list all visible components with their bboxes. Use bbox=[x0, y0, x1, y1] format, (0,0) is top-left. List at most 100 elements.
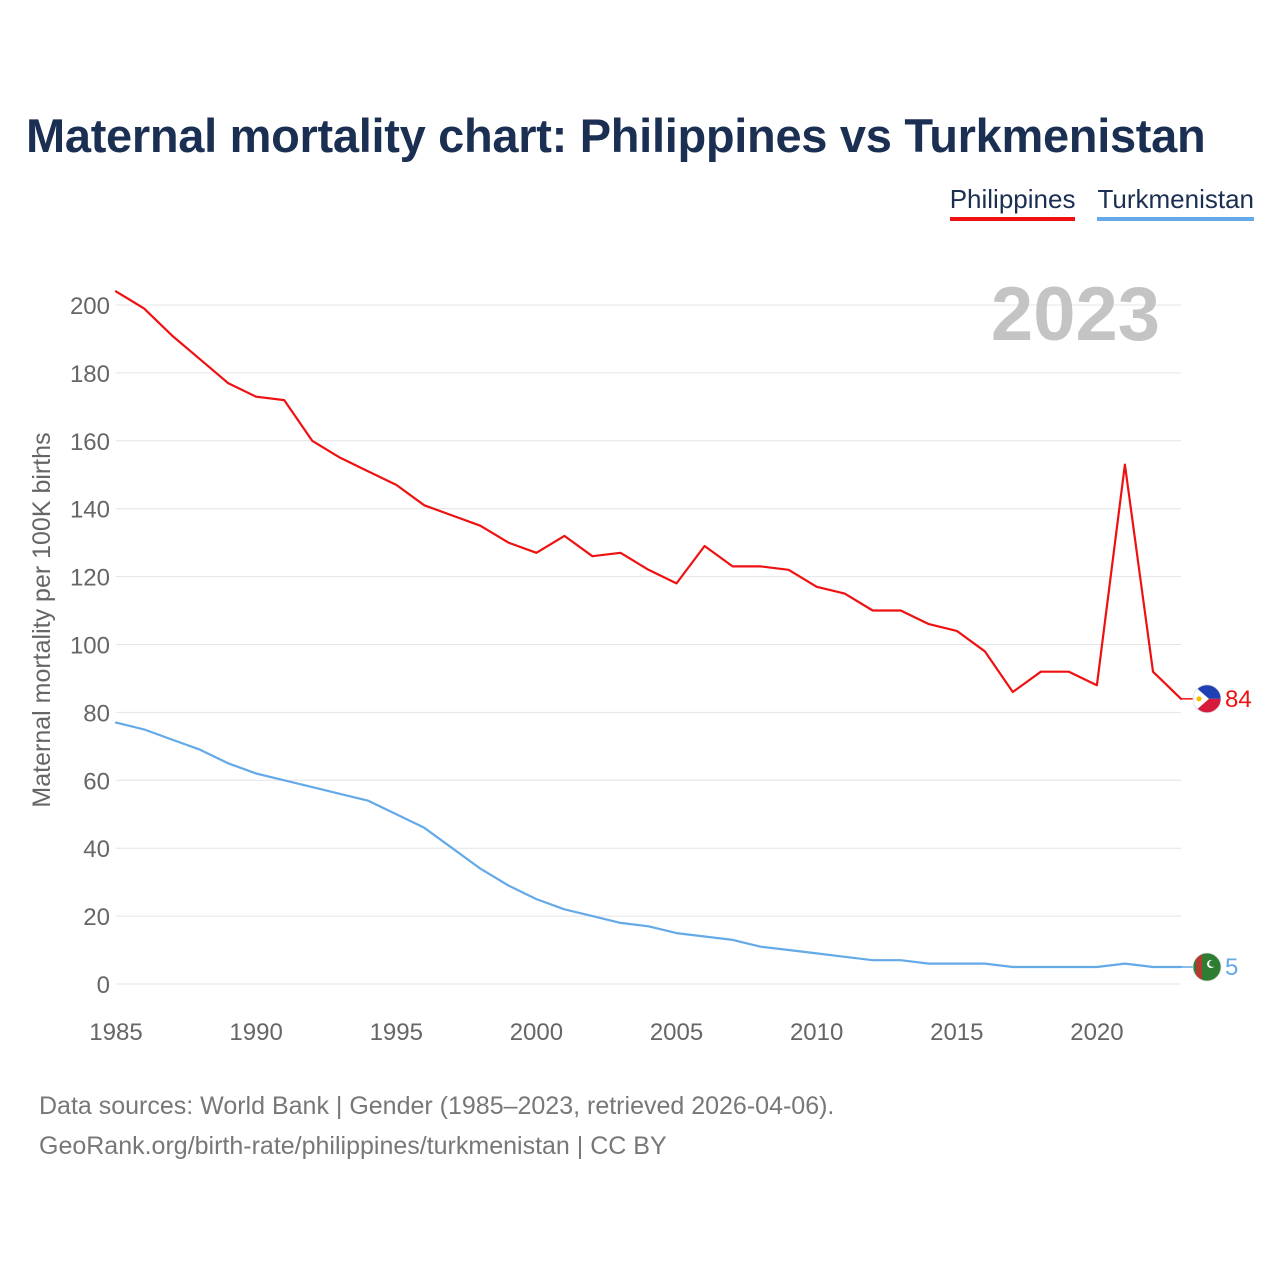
x-tick-label-2015: 2015 bbox=[930, 1019, 983, 1046]
data-point-philippines-1996[interactable] bbox=[421, 502, 427, 508]
data-point-turkmenistan-1988[interactable] bbox=[197, 747, 203, 753]
data-point-philippines-2001[interactable] bbox=[561, 533, 567, 539]
y-tick-label-100: 100 bbox=[70, 633, 110, 660]
data-point-turkmenistan-2009[interactable] bbox=[786, 947, 792, 953]
y-tick-label-140: 140 bbox=[70, 497, 110, 524]
data-point-philippines-2008[interactable] bbox=[758, 563, 764, 569]
data-point-turkmenistan-2008[interactable] bbox=[758, 944, 764, 950]
data-point-philippines-1985[interactable] bbox=[113, 288, 119, 294]
x-tick-label-2005: 2005 bbox=[650, 1019, 703, 1046]
data-point-turkmenistan-1990[interactable] bbox=[253, 771, 259, 777]
data-point-philippines-2011[interactable] bbox=[842, 591, 848, 597]
series-line-philippines[interactable] bbox=[114, 290, 1183, 700]
data-point-philippines-2005[interactable] bbox=[674, 580, 680, 586]
data-point-philippines-1986[interactable] bbox=[141, 305, 147, 311]
data-point-philippines-2021[interactable] bbox=[1122, 462, 1128, 468]
series-lines bbox=[113, 288, 1183, 970]
data-point-philippines-2000[interactable] bbox=[533, 550, 539, 556]
footer-credit: GeoRank.org/birth-rate/philippines/turkm… bbox=[39, 1132, 667, 1160]
chart-title: Maternal mortality chart: Philippines vs… bbox=[26, 109, 1206, 162]
data-point-philippines-2012[interactable] bbox=[870, 608, 876, 614]
data-point-turkmenistan-2002[interactable] bbox=[589, 913, 595, 919]
axes: 0 20 40 60 80 100 120 140 160 180 200 1985 1990 1995 2… bbox=[70, 293, 1124, 1046]
year-watermark: 2023 bbox=[991, 272, 1160, 357]
data-point-turkmenistan-2018[interactable] bbox=[1038, 964, 1044, 970]
data-point-philippines-2006[interactable] bbox=[702, 543, 708, 549]
data-point-philippines-1992[interactable] bbox=[309, 438, 315, 444]
data-point-turkmenistan-2015[interactable] bbox=[954, 961, 960, 967]
data-point-turkmenistan-2022[interactable] bbox=[1150, 964, 1156, 970]
y-tick-label-160: 160 bbox=[70, 429, 110, 456]
data-point-philippines-2003[interactable] bbox=[617, 550, 623, 556]
data-point-philippines-2002[interactable] bbox=[589, 553, 595, 559]
data-point-philippines-1991[interactable] bbox=[281, 397, 287, 403]
data-point-philippines-2016[interactable] bbox=[982, 648, 988, 654]
data-point-philippines-1998[interactable] bbox=[477, 523, 483, 529]
data-point-turkmenistan-1992[interactable] bbox=[309, 784, 315, 790]
data-point-turkmenistan-2001[interactable] bbox=[561, 906, 567, 912]
data-point-turkmenistan-2016[interactable] bbox=[982, 961, 988, 967]
x-tick-label-1990: 1990 bbox=[229, 1019, 282, 1046]
data-point-philippines-2022[interactable] bbox=[1150, 669, 1156, 675]
data-point-turkmenistan-2017[interactable] bbox=[1010, 964, 1016, 970]
data-point-philippines-1989[interactable] bbox=[225, 380, 231, 386]
data-point-turkmenistan-2011[interactable] bbox=[842, 954, 848, 960]
data-point-turkmenistan-1991[interactable] bbox=[281, 777, 287, 783]
data-point-turkmenistan-1994[interactable] bbox=[365, 798, 371, 804]
data-point-philippines-2007[interactable] bbox=[730, 563, 736, 569]
data-point-philippines-2018[interactable] bbox=[1038, 669, 1044, 675]
data-point-turkmenistan-2000[interactable] bbox=[533, 896, 539, 902]
x-tick-label-2020: 2020 bbox=[1070, 1019, 1123, 1046]
data-point-turkmenistan-2014[interactable] bbox=[926, 961, 932, 967]
data-point-philippines-1999[interactable] bbox=[505, 540, 511, 546]
data-point-philippines-2020[interactable] bbox=[1094, 682, 1100, 688]
data-point-philippines-1997[interactable] bbox=[449, 512, 455, 518]
data-point-turkmenistan-1998[interactable] bbox=[477, 866, 483, 872]
data-point-philippines-2017[interactable] bbox=[1010, 689, 1016, 695]
x-tick-label-1995: 1995 bbox=[370, 1019, 423, 1046]
data-point-philippines-1987[interactable] bbox=[169, 333, 175, 339]
data-point-philippines-1988[interactable] bbox=[197, 356, 203, 362]
y-tick-label-200: 200 bbox=[70, 293, 110, 320]
footer: Data sources: World Bank | Gender (1985–… bbox=[39, 1086, 834, 1166]
series-line-turkmenistan[interactable] bbox=[114, 721, 1183, 969]
data-point-turkmenistan-2019[interactable] bbox=[1066, 964, 1072, 970]
data-point-philippines-1994[interactable] bbox=[365, 468, 371, 474]
data-point-philippines-2019[interactable] bbox=[1066, 669, 1072, 675]
y-tick-label-40: 40 bbox=[83, 836, 110, 863]
data-point-turkmenistan-1993[interactable] bbox=[337, 791, 343, 797]
data-point-turkmenistan-2003[interactable] bbox=[617, 920, 623, 926]
legend-item-turkmenistan[interactable]: Turkmenistan bbox=[1097, 184, 1254, 221]
legend-item-philippines[interactable]: Philippines bbox=[949, 184, 1076, 221]
data-point-turkmenistan-1987[interactable] bbox=[169, 737, 175, 743]
data-point-philippines-2010[interactable] bbox=[814, 584, 820, 590]
data-point-turkmenistan-2020[interactable] bbox=[1094, 964, 1100, 970]
data-point-turkmenistan-2021[interactable] bbox=[1122, 961, 1128, 967]
data-point-philippines-2009[interactable] bbox=[786, 567, 792, 573]
data-point-turkmenistan-2010[interactable] bbox=[814, 950, 820, 956]
data-point-turkmenistan-2013[interactable] bbox=[898, 957, 904, 963]
x-tick-label-1985: 1985 bbox=[89, 1019, 142, 1046]
data-point-philippines-2014[interactable] bbox=[926, 621, 932, 627]
data-point-philippines-1995[interactable] bbox=[393, 482, 399, 488]
data-point-turkmenistan-1989[interactable] bbox=[225, 760, 231, 766]
data-point-philippines-2004[interactable] bbox=[646, 567, 652, 573]
data-point-turkmenistan-1986[interactable] bbox=[141, 726, 147, 732]
data-point-philippines-2015[interactable] bbox=[954, 628, 960, 634]
data-point-philippines-1990[interactable] bbox=[253, 394, 259, 400]
data-point-philippines-2013[interactable] bbox=[898, 608, 904, 614]
data-point-turkmenistan-1999[interactable] bbox=[505, 883, 511, 889]
data-point-turkmenistan-2005[interactable] bbox=[674, 930, 680, 936]
data-point-turkmenistan-1995[interactable] bbox=[393, 811, 399, 817]
data-point-turkmenistan-2004[interactable] bbox=[646, 923, 652, 929]
data-point-turkmenistan-2006[interactable] bbox=[702, 933, 708, 939]
data-point-turkmenistan-1985[interactable] bbox=[113, 720, 119, 726]
data-point-philippines-1993[interactable] bbox=[337, 455, 343, 461]
data-point-turkmenistan-2012[interactable] bbox=[870, 957, 876, 963]
end-value-label-philippines: 84 bbox=[1225, 686, 1252, 713]
data-point-turkmenistan-2007[interactable] bbox=[730, 937, 736, 943]
data-point-turkmenistan-1997[interactable] bbox=[449, 845, 455, 851]
data-point-turkmenistan-1996[interactable] bbox=[421, 825, 427, 831]
y-tick-label-120: 120 bbox=[70, 565, 110, 592]
